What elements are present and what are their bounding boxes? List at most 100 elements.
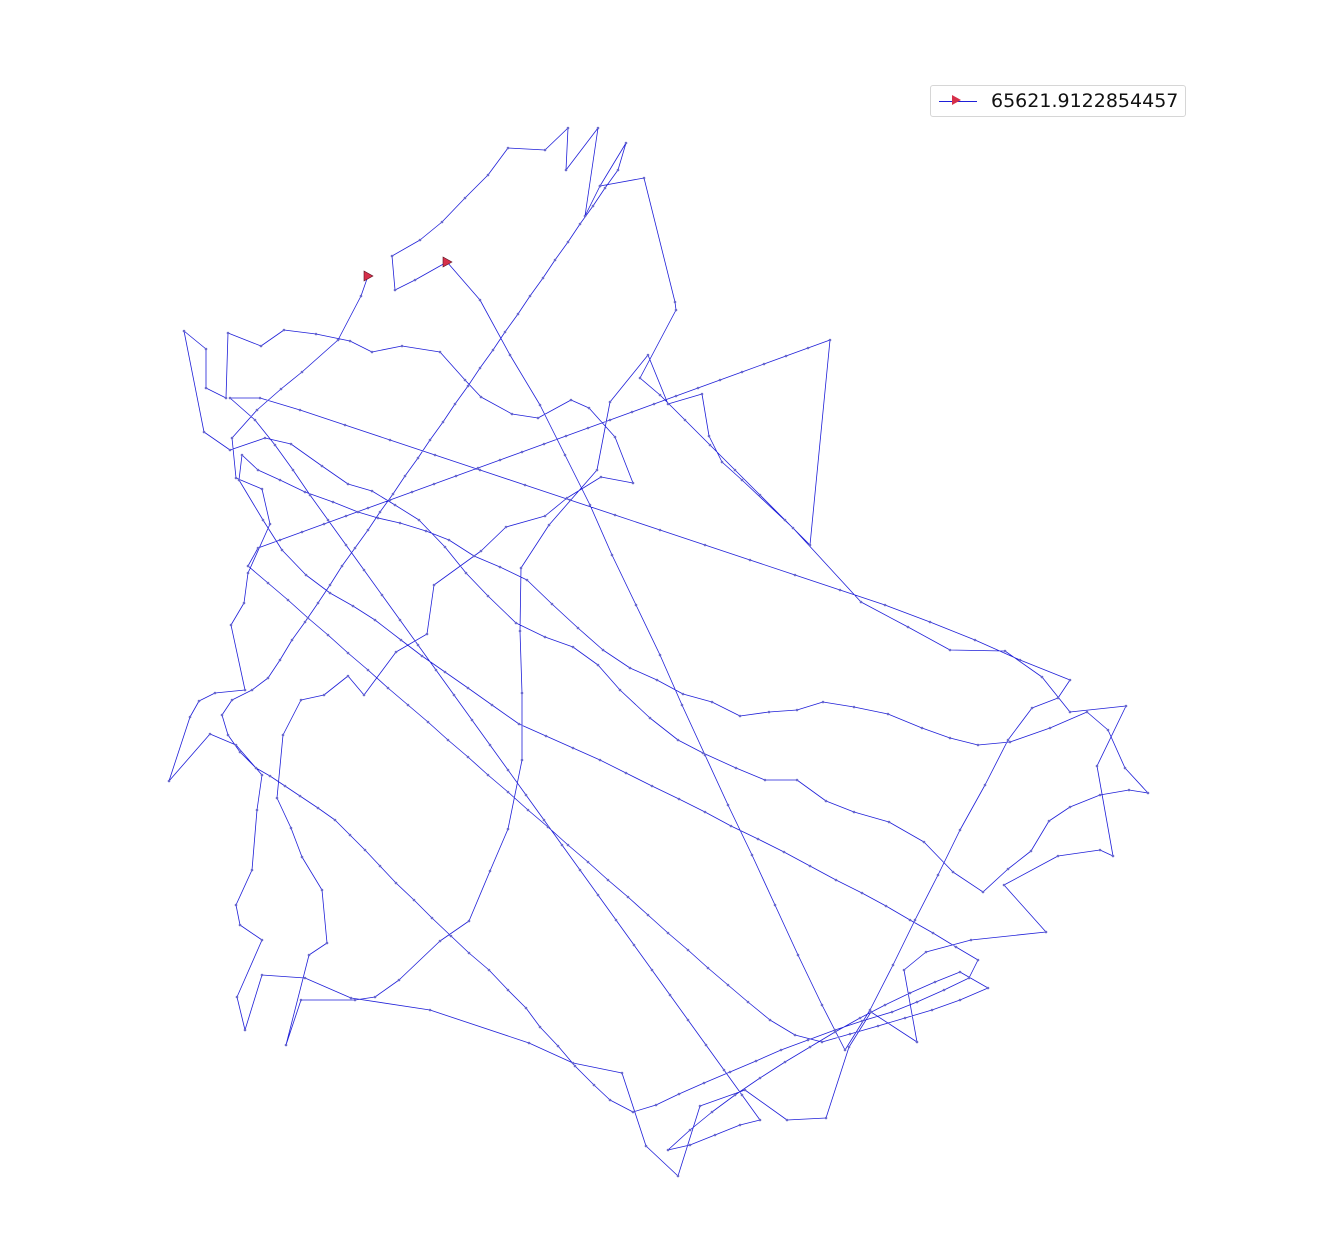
route-node: [314, 332, 318, 336]
route-node: [412, 898, 416, 902]
route-node: [370, 489, 374, 493]
route-node: [553, 258, 557, 262]
route-node: [1029, 849, 1033, 853]
route-node: [688, 1128, 692, 1132]
route-node: [681, 692, 685, 696]
route-node: [440, 220, 444, 224]
route-node: [773, 903, 777, 907]
route-node: [397, 978, 401, 982]
route-node: [700, 392, 704, 396]
route-node: [406, 703, 410, 707]
route-node: [973, 638, 977, 642]
route-node: [353, 546, 357, 550]
route-node: [706, 966, 710, 970]
route-node: [300, 530, 304, 534]
route-node: [524, 1006, 528, 1010]
route-node: [632, 943, 636, 947]
route-node: [922, 840, 926, 844]
route-node: [298, 794, 302, 798]
route-node: [506, 790, 510, 794]
route-node: [847, 1045, 851, 1049]
route-node: [588, 503, 592, 507]
route-node: [228, 396, 232, 400]
route-node: [586, 426, 590, 430]
route-node: [930, 1008, 934, 1012]
route-node: [976, 743, 980, 747]
route-node: [256, 546, 260, 550]
triangle-right-icon: [952, 95, 961, 105]
route-node: [834, 878, 838, 882]
route-node: [498, 458, 502, 462]
route-node: [887, 820, 891, 824]
route-node: [543, 514, 547, 518]
route-node: [674, 308, 678, 312]
route-node: [280, 548, 284, 552]
route-node: [478, 298, 482, 302]
route-node: [253, 418, 257, 422]
route-node: [707, 434, 711, 438]
route-node: [650, 968, 654, 972]
route-node: [696, 386, 700, 390]
route-node: [785, 1118, 789, 1122]
route-node: [1044, 930, 1048, 934]
route-node: [452, 693, 456, 697]
route-node: [808, 864, 812, 868]
route-node: [488, 869, 492, 873]
route-node: [1006, 738, 1010, 742]
route-node: [304, 573, 308, 577]
route-node: [300, 855, 304, 859]
route-node: [394, 881, 398, 885]
route-node: [380, 593, 384, 597]
route-node: [523, 483, 527, 487]
route-node: [1127, 788, 1131, 792]
route-node: [703, 543, 707, 547]
route-node: [441, 420, 445, 424]
route-node: [449, 934, 453, 938]
route-node: [356, 510, 360, 514]
route-node: [394, 650, 398, 654]
route-node: [583, 214, 587, 218]
route-node: [466, 686, 470, 690]
route-node: [235, 995, 239, 999]
route-node: [808, 1045, 812, 1049]
route-node: [506, 146, 510, 150]
route-node: [652, 402, 656, 406]
route-node: [416, 456, 420, 460]
route-node: [587, 406, 591, 410]
route-node: [631, 481, 635, 485]
route-node: [578, 222, 582, 226]
route-node: [1124, 704, 1128, 708]
route-node: [547, 523, 551, 527]
route-node: [328, 591, 332, 595]
route-node: [486, 594, 490, 598]
route-node: [250, 868, 254, 872]
route-node: [204, 386, 208, 390]
route-node: [860, 891, 864, 895]
route-node: [344, 543, 348, 547]
route-node: [228, 448, 232, 452]
route-node: [883, 603, 887, 607]
route-node: [514, 621, 518, 625]
route-node: [366, 668, 370, 672]
route-node: [542, 442, 546, 446]
route-node: [260, 773, 264, 777]
route-node: [434, 668, 438, 672]
route-node: [596, 893, 600, 897]
route-node: [833, 1030, 837, 1034]
route-node: [843, 1048, 847, 1052]
route-node: [466, 755, 470, 759]
route-node: [370, 350, 374, 354]
route-node: [936, 873, 940, 877]
route-node: [713, 1133, 717, 1137]
route-node: [791, 526, 795, 530]
route-node: [920, 726, 924, 730]
route-node: [768, 1018, 772, 1022]
route-node: [571, 746, 575, 750]
route-node: [238, 750, 242, 754]
route-node: [303, 620, 307, 624]
route-node: [1003, 649, 1007, 653]
route-node: [362, 693, 366, 697]
route-node: [373, 618, 377, 622]
route-node: [958, 828, 962, 832]
route-node: [443, 670, 447, 674]
